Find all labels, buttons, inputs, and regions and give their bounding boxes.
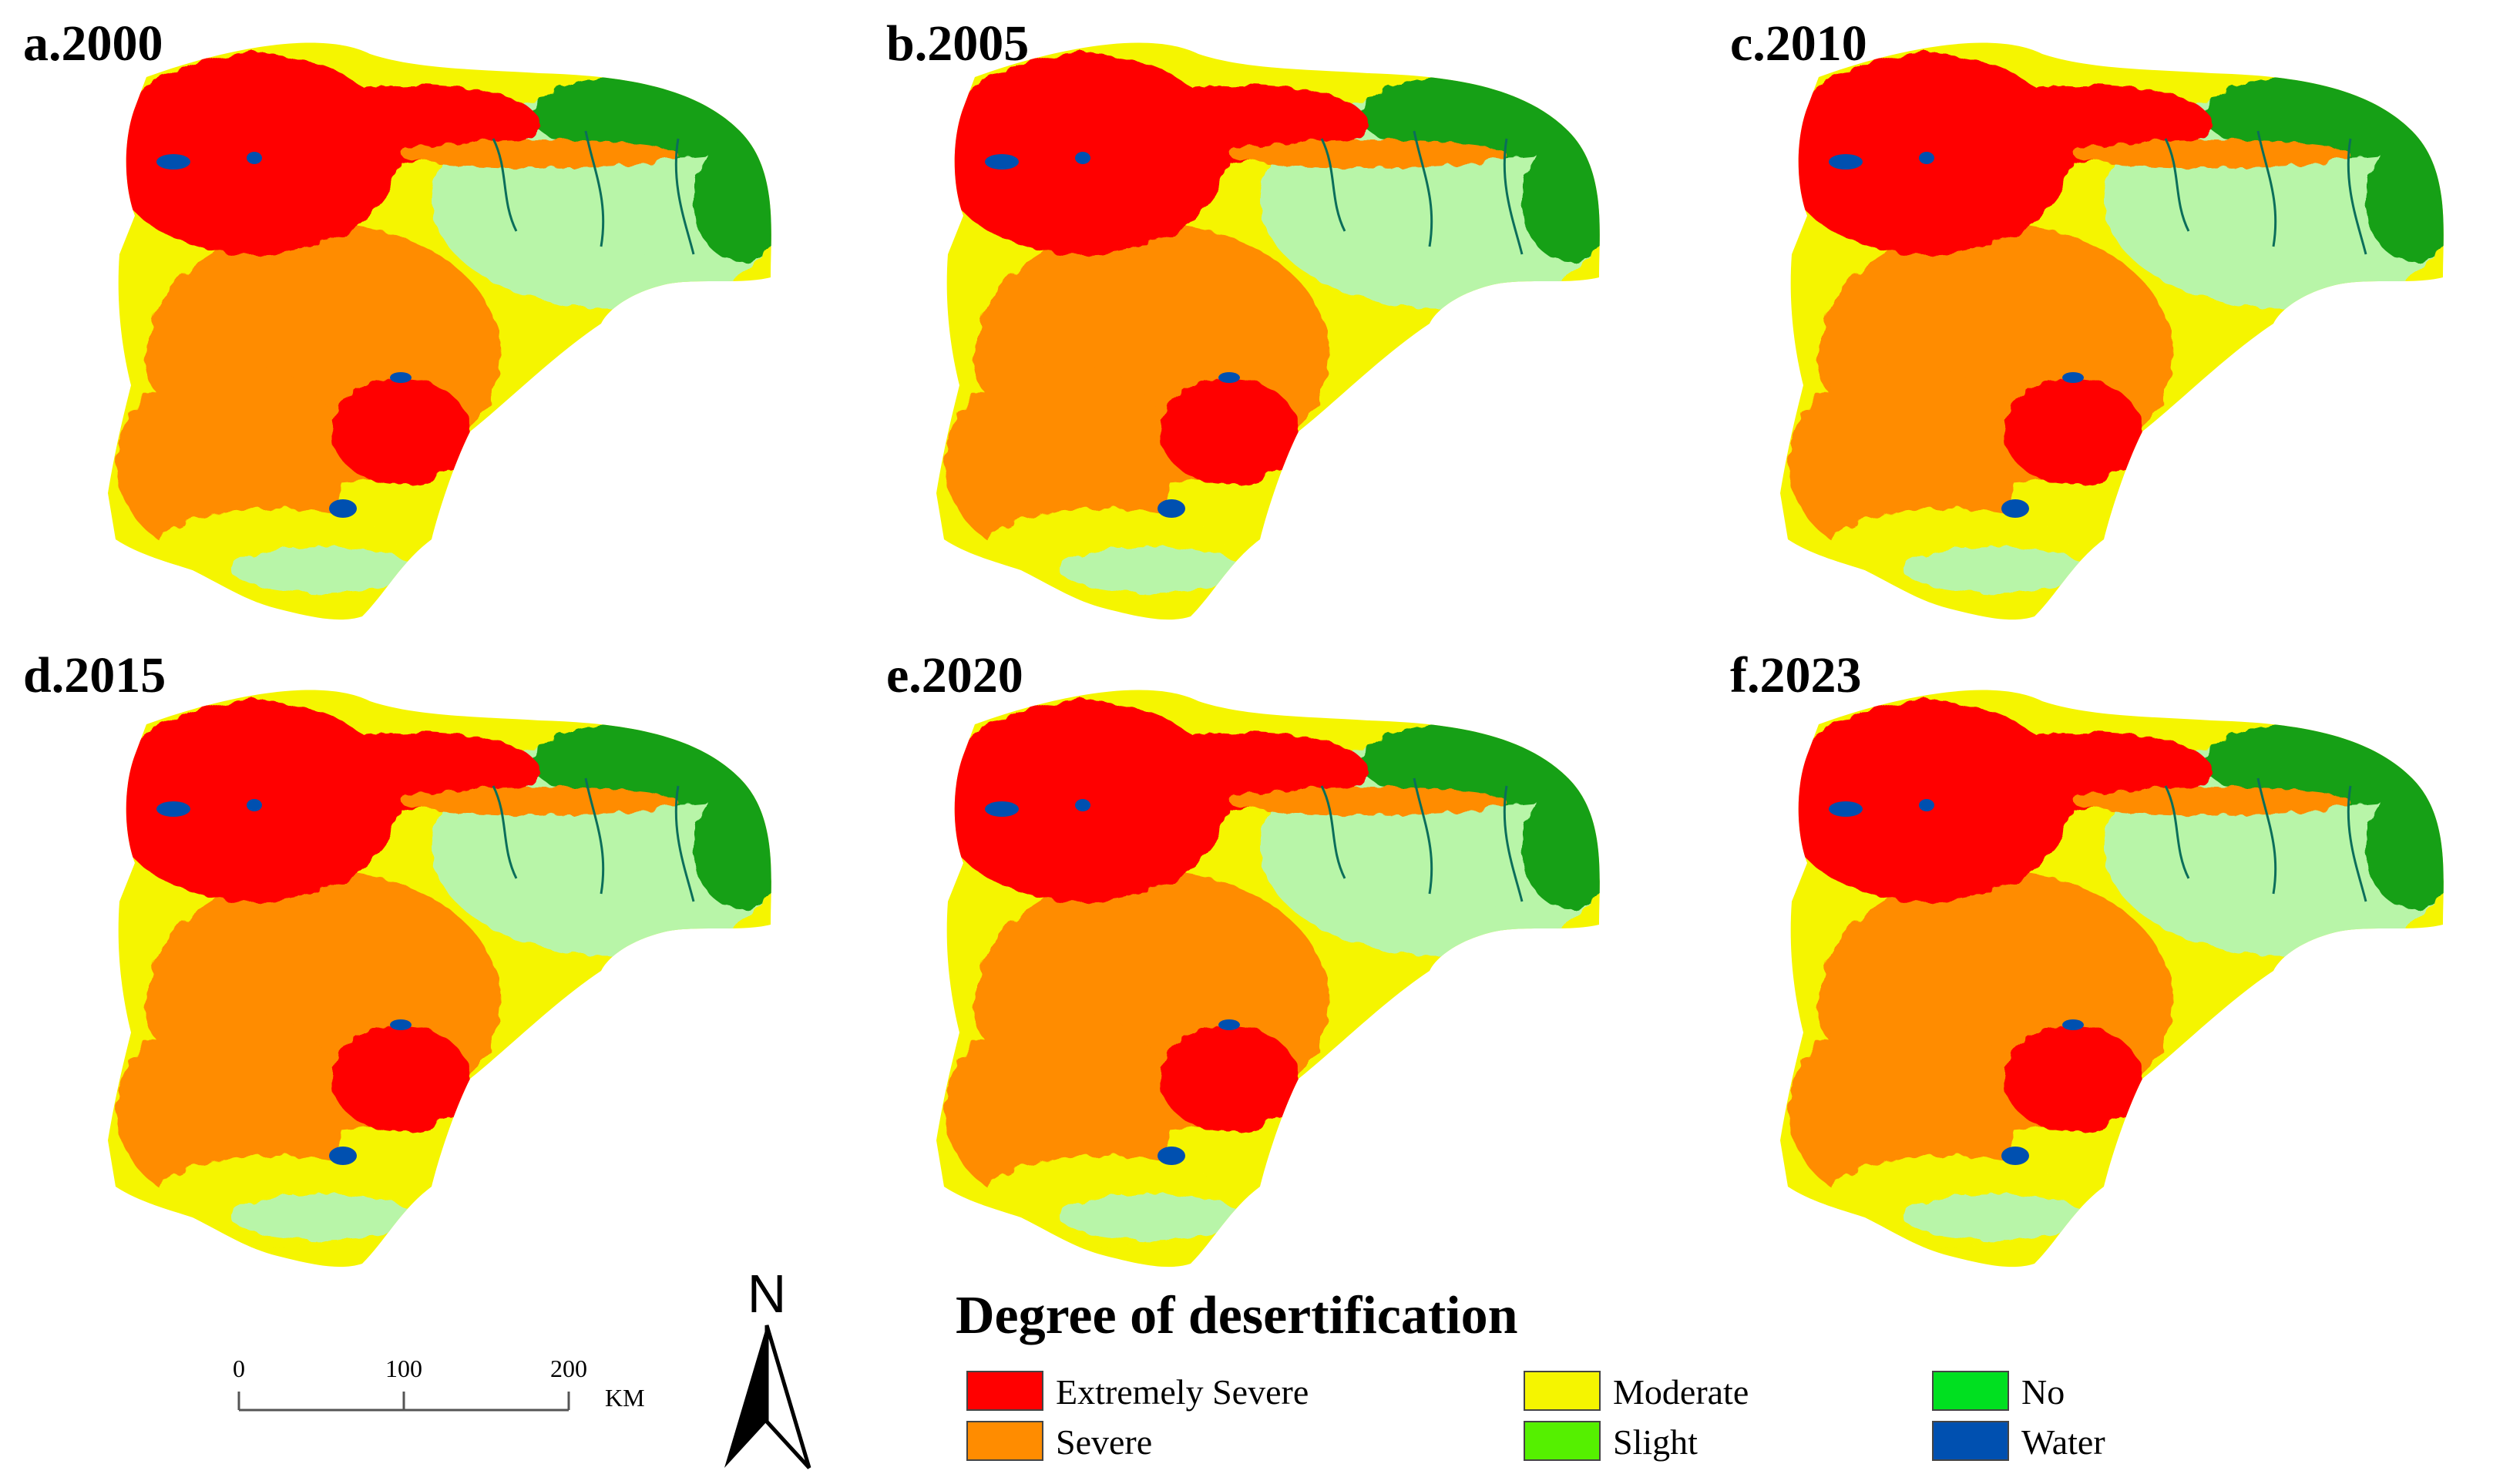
map-panel-c: c.2010 (1730, 15, 2474, 640)
legend-swatch-no (1932, 1371, 2009, 1411)
scale-label-100: 100 (385, 1355, 422, 1382)
panel-title-d: d.2015 (23, 647, 166, 703)
scale-unit: KM (605, 1384, 645, 1412)
north-arrow: N (724, 1264, 811, 1469)
panel-title-f: f.2023 (1730, 647, 1861, 703)
panel-title-c: c.2010 (1730, 15, 1867, 72)
panel-title-e: e.2020 (886, 647, 1023, 703)
map-panel-f: f.2023 (1730, 647, 2474, 1287)
scale-label-200: 200 (550, 1355, 587, 1382)
north-arrow-outline-icon (764, 1325, 811, 1469)
legend-swatch-slight (1524, 1421, 1601, 1461)
legend-label-moderate: Moderate (1613, 1372, 1749, 1412)
legend-swatch-moderate (1524, 1371, 1601, 1411)
legend-title: Degree of desertification (956, 1286, 1518, 1345)
scale-bar: 0 100 200 KM (233, 1355, 645, 1412)
legend-label-extremely-severe: Extremely Severe (1056, 1372, 1309, 1412)
legend-label-water: Water (2021, 1422, 2105, 1462)
panel-title-a: a.2000 (23, 15, 163, 72)
north-arrow-icon (724, 1325, 767, 1468)
legend-swatch-extremely-severe (966, 1371, 1043, 1411)
panel-title-b: b.2005 (886, 15, 1029, 72)
map-panel-a: a.2000 (23, 15, 801, 640)
legend-label-severe: Severe (1056, 1422, 1152, 1462)
north-label: N (748, 1264, 787, 1324)
legend: Degree of desertification Extremely Seve… (956, 1286, 2105, 1462)
legend-label-no: No (2021, 1372, 2065, 1412)
map-panel-d: d.2015 (23, 647, 801, 1287)
map-panel-e: e.2020 (886, 647, 1630, 1287)
legend-swatch-water (1932, 1421, 2009, 1461)
scale-label-0: 0 (233, 1355, 245, 1382)
legend-label-slight: Slight (1613, 1422, 1698, 1462)
legend-swatch-severe (966, 1421, 1043, 1461)
map-panel-b: b.2005 (886, 15, 1630, 640)
